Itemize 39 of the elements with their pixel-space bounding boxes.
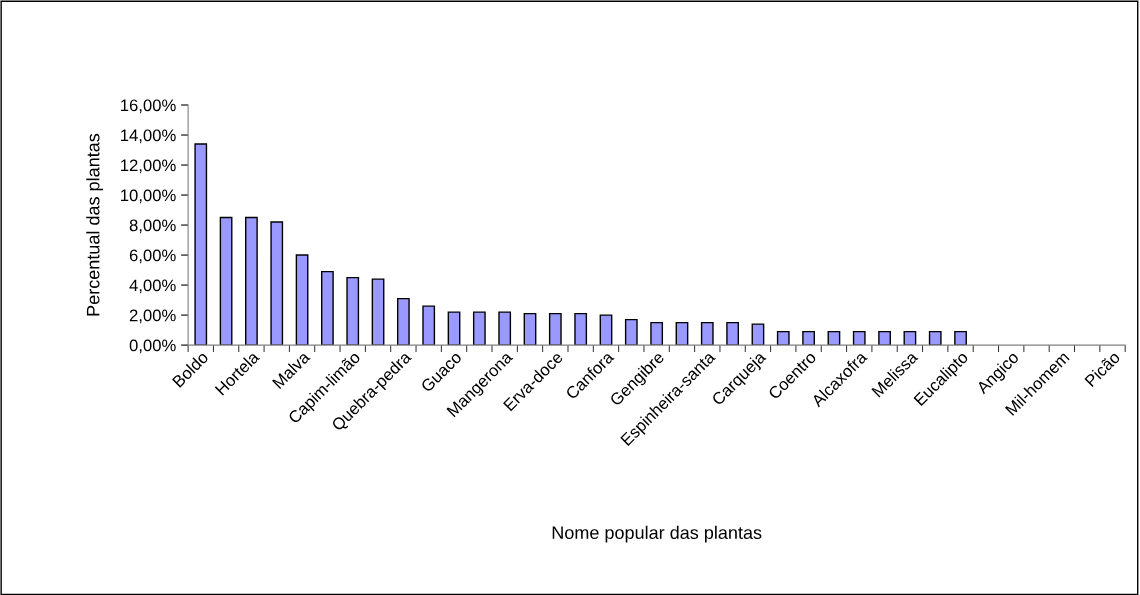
bar	[599, 314, 613, 346]
y-tick-label: 2,00%	[129, 309, 176, 324]
bar	[700, 321, 714, 346]
bar	[852, 330, 866, 346]
bar	[954, 330, 967, 346]
bar	[751, 323, 765, 346]
bar	[321, 270, 334, 346]
bar	[447, 311, 461, 346]
bar	[624, 318, 638, 346]
bar	[523, 312, 537, 346]
bar	[422, 305, 436, 346]
bar	[346, 276, 360, 346]
y-tick-label: 16,00%	[121, 99, 176, 114]
y-tick-label: 4,00%	[129, 279, 176, 294]
bar	[194, 143, 208, 346]
bar	[650, 321, 664, 346]
x-axis-title: Nome popular das plantas	[552, 525, 762, 543]
y-axis-title: Percentual das plantas	[86, 133, 104, 316]
y-tick-label: 12,00%	[121, 159, 176, 174]
y-tick-label: 8,00%	[129, 219, 176, 234]
bar	[472, 311, 486, 346]
bar	[726, 321, 740, 346]
bar	[776, 330, 790, 346]
bar	[270, 221, 284, 346]
y-tick-label: 0,00%	[129, 339, 176, 354]
bar	[498, 311, 512, 346]
bar	[548, 312, 562, 346]
bar	[574, 312, 588, 346]
bar	[396, 297, 410, 346]
bar	[245, 216, 258, 346]
bar	[878, 330, 891, 346]
y-tick-label: 6,00%	[129, 249, 176, 264]
bar	[802, 330, 815, 346]
bar	[371, 278, 385, 346]
y-tick-label: 14,00%	[121, 129, 176, 144]
bar	[928, 330, 942, 346]
y-tick-label: 10,00%	[121, 189, 176, 204]
bar	[219, 216, 233, 346]
bar	[295, 254, 309, 346]
